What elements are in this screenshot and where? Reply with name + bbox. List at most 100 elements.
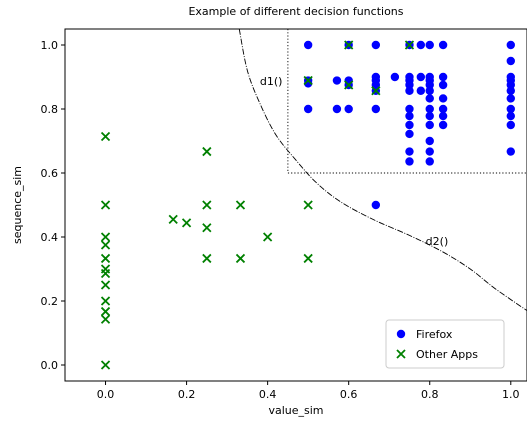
data-point-firefox [506,40,515,50]
y-tick-label: 0.2 [41,295,59,308]
series-other-apps [100,40,415,370]
data-point-firefox [425,157,434,166]
data-point-other-apps [202,146,212,157]
data-point-firefox [405,104,414,114]
data-point-firefox [303,79,313,88]
data-point-other-apps [344,80,354,90]
data-point-firefox [506,56,515,66]
data-point-other-apps [404,40,415,50]
data-point-firefox [425,147,434,156]
data-point-other-apps [303,200,313,210]
data-point-firefox [438,111,448,121]
legend-box [385,319,505,369]
data-point-firefox [425,40,434,50]
data-point-firefox [405,120,414,130]
decision-label-d1: d1() [260,75,283,88]
data-point-firefox [405,147,414,156]
data-point-firefox [425,120,434,130]
data-point-firefox [416,72,426,82]
data-point-firefox [506,104,515,114]
data-point-other-apps [100,280,111,290]
data-point-firefox [438,80,448,90]
data-point-firefox [425,80,434,90]
data-point-firefox [405,129,414,139]
x-tick-label: 0.8 [421,388,439,401]
data-point-firefox [506,147,515,156]
data-point-firefox [506,86,515,95]
y-tick-label: 0.0 [41,359,59,372]
data-point-firefox [506,120,515,130]
legend-marker-firefox [396,329,406,339]
data-point-other-apps [262,232,273,242]
decision-boundary-d1 [287,29,527,174]
data-point-firefox [425,111,434,121]
data-point-other-apps [202,223,212,233]
decision-boundary-d2 [238,29,527,311]
x-axis-ticks: 0.0 0.2 0.4 0.6 0.8 1.0 [97,381,520,401]
data-point-other-apps [100,296,111,306]
data-point-firefox [371,200,381,210]
data-point-firefox [506,111,515,121]
data-point-other-apps [100,306,111,317]
data-point-other-apps [100,268,111,279]
data-point-other-apps [202,253,212,264]
data-point-firefox [416,86,426,95]
data-point-firefox [405,86,414,95]
legend-label: Firefox [416,328,453,341]
data-point-firefox [344,104,353,114]
data-point-other-apps [344,40,354,50]
data-point-firefox [438,94,448,103]
data-point-other-apps [100,314,111,324]
data-point-other-apps [168,214,178,225]
data-point-firefox [390,72,400,82]
data-point-firefox [438,120,448,130]
data-point-other-apps [371,86,381,96]
chart-title: Example of different decision functions [188,5,403,18]
x-tick-label: 0.6 [340,388,358,401]
data-point-firefox [332,104,342,114]
series-firefox [303,40,515,210]
data-point-firefox [405,80,414,90]
legend-marker-other-apps [396,349,406,359]
data-point-firefox [438,40,448,50]
data-point-other-apps [303,253,313,264]
legend: Firefox Other Apps [385,319,505,369]
y-tick-label: 0.8 [41,103,59,116]
data-point-other-apps [100,131,111,142]
data-point-other-apps [235,200,246,210]
x-tick-label: 0.4 [259,388,277,401]
data-point-firefox [425,94,434,103]
data-point-firefox [438,72,448,82]
data-point-other-apps [100,253,111,264]
data-point-firefox [303,104,313,114]
x-tick-label: 0.0 [97,388,115,401]
data-point-other-apps [202,200,212,210]
data-point-firefox [405,111,414,121]
plot-area: d1() d2() [100,29,527,370]
data-point-firefox [371,80,381,90]
x-tick-label: 1.0 [502,388,520,401]
data-point-firefox [506,94,515,103]
data-point-firefox [416,40,426,50]
data-point-firefox [506,80,515,90]
decision-label-d2: d2() [426,235,449,248]
data-point-firefox [371,104,381,114]
data-point-firefox [405,157,414,166]
data-point-other-apps [100,360,111,370]
data-point-firefox [425,136,434,146]
data-point-other-apps [100,240,111,250]
y-axis-label: sequence_sim [11,166,24,244]
y-tick-label: 0.4 [41,231,59,244]
data-point-firefox [438,104,448,114]
data-point-other-apps [181,218,192,228]
y-tick-label: 1.0 [41,39,59,52]
legend-label: Other Apps [416,348,478,361]
x-axis-label: value_sim [268,404,323,417]
data-point-other-apps [235,253,246,264]
data-point-firefox [303,40,313,50]
data-point-firefox [425,104,434,114]
x-tick-label: 0.2 [178,388,196,401]
data-point-firefox [425,86,434,95]
data-point-firefox [371,40,381,50]
